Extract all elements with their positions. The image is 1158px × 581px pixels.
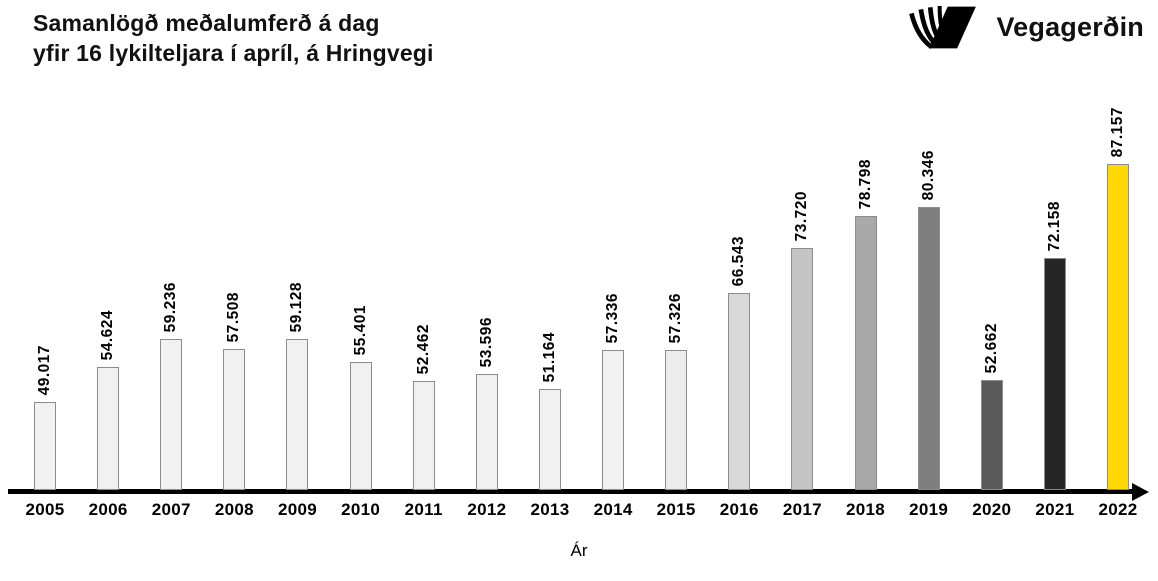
x-tick-label: 2020: [972, 500, 1012, 519]
bar-value-label: 53.596: [477, 316, 495, 367]
bar-value-label: 59.236: [162, 281, 180, 332]
chart-title-line2: yfir 16 lykilteljara í apríl, á Hringveg…: [33, 40, 434, 66]
vegagerdin-logo-text: Vegagerðin: [996, 12, 1144, 42]
x-tick-label: 2014: [593, 500, 633, 519]
bar-2022: [1107, 164, 1130, 490]
x-tick-label: 2012: [467, 500, 507, 519]
bar-value-label: 54.624: [99, 309, 117, 360]
x-tick-label: 2021: [1035, 500, 1075, 519]
x-tick-label: 2008: [214, 500, 254, 519]
bar-2005: [34, 402, 56, 490]
bar-2013: [538, 389, 561, 490]
chart-title: Samanlögð meðalumferð á dag yfir 16 lyki…: [33, 8, 434, 68]
bar-2007: [160, 339, 183, 490]
bar-2008: [223, 349, 246, 490]
bar-value-label: 55.401: [351, 304, 369, 355]
x-axis-line: [8, 489, 1135, 494]
vegagerdin-logo-icon: [909, 6, 977, 49]
x-tick-label: 2017: [782, 500, 822, 519]
bar-2010: [349, 362, 372, 490]
x-tick-label: 2009: [277, 500, 317, 519]
x-tick-label: 2007: [151, 500, 191, 519]
bar-2017: [791, 248, 814, 490]
bar-value-label: 57.336: [604, 292, 622, 343]
bar-value-label: 52.462: [414, 323, 432, 374]
bar-value-label: 57.326: [667, 292, 685, 343]
bar-2012: [475, 374, 498, 490]
bar-value-label: 57.508: [225, 291, 243, 342]
bar-value-label: 66.543: [730, 235, 748, 286]
bar-2019: [917, 207, 940, 490]
bar-2014: [602, 350, 625, 490]
bar-value-label: 87.157: [1109, 106, 1127, 157]
bar-value-label: 49.017: [36, 344, 53, 395]
bar-2011: [412, 381, 435, 490]
bar-value-label: 72.158: [1045, 200, 1063, 251]
bar-2015: [665, 350, 688, 490]
vegagerdin-logo: Vegagerðin: [905, 4, 1144, 51]
x-axis-title: Ár: [570, 541, 588, 560]
bar-value-label: 78.798: [856, 158, 874, 209]
x-tick-label: 2016: [719, 500, 759, 519]
bar-2021: [1043, 258, 1066, 490]
bar-2018: [854, 216, 877, 490]
x-tick-label: 2022: [1098, 500, 1138, 519]
bar-value-label: 80.346: [919, 149, 937, 200]
x-tick-label: 2018: [846, 500, 886, 519]
bar-value-label: 59.128: [288, 281, 306, 332]
x-tick-label: 2006: [88, 500, 128, 519]
x-tick-label: 2005: [25, 500, 65, 519]
bar-2009: [286, 339, 309, 490]
x-tick-label: 2013: [530, 500, 570, 519]
bar-value-label: 52.662: [982, 322, 1000, 373]
chart-title-line1: Samanlögð meðalumferð á dag: [33, 10, 380, 36]
x-tick-label: 2011: [404, 500, 443, 519]
bar-value-label: 73.720: [793, 190, 811, 241]
bar-2006: [97, 367, 120, 490]
x-tick-label: 2015: [656, 500, 696, 519]
bar-value-label: 51.164: [540, 331, 558, 382]
x-axis-arrow-icon: [1132, 483, 1149, 501]
x-tick-label: 2010: [341, 500, 381, 519]
bar-2016: [728, 293, 751, 490]
bar-2020: [980, 380, 1003, 490]
x-tick-label: 2019: [909, 500, 949, 519]
